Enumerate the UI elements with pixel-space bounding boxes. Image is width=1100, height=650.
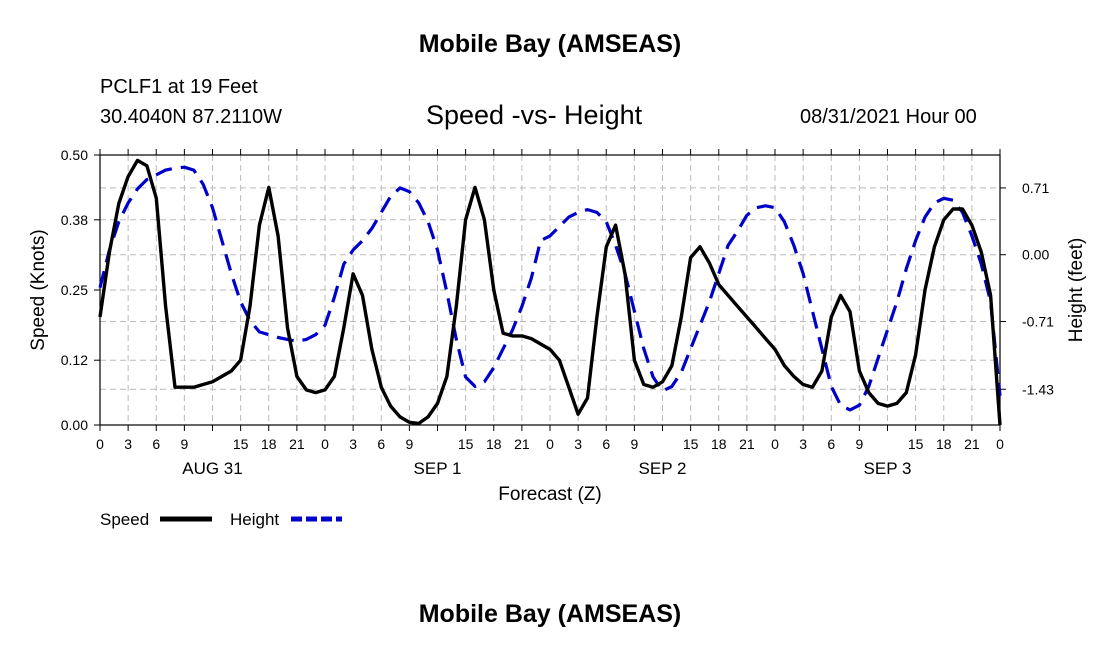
- x-tick-label: 15: [233, 436, 249, 452]
- y2-tick-label: -1.43: [1022, 381, 1054, 397]
- chart-title-bottom: Mobile Bay (AMSEAS): [418, 600, 682, 628]
- x-tick-label: 18: [261, 436, 277, 452]
- x-tick-label: 3: [574, 436, 582, 452]
- x-tick-label: 0: [546, 436, 554, 452]
- y-tick-label: 0.38: [61, 212, 88, 228]
- x-tick-label: 15: [908, 436, 924, 452]
- x-tick-label: 3: [349, 436, 357, 452]
- y-tick-label: 0.12: [61, 352, 88, 368]
- x-tick-label: 9: [855, 436, 863, 452]
- y-tick-label: 0.00: [61, 417, 88, 433]
- x-tick-label: 0: [996, 436, 1004, 452]
- y-tick-label: 0.50: [61, 147, 88, 163]
- x-day-label: SEP 1: [414, 459, 462, 478]
- y2-tick-label: 0.71: [1022, 180, 1049, 196]
- x-day-label: SEP 2: [639, 459, 687, 478]
- x-tick-label: 3: [799, 436, 807, 452]
- x-axis-title: Forecast (Z): [498, 484, 601, 505]
- x-tick-label: 21: [964, 436, 980, 452]
- chart-subtitle: Speed -vs- Height: [426, 100, 643, 130]
- y-axis-title: Speed (Knots): [28, 229, 49, 350]
- legend-label-speed: Speed: [100, 510, 149, 529]
- chart-title-top: Mobile Bay (AMSEAS): [418, 30, 682, 58]
- x-tick-label: 18: [486, 436, 502, 452]
- x-tick-label: 0: [321, 436, 329, 452]
- speed-series-line: [98, 158, 1002, 426]
- x-tick-label: 6: [602, 436, 610, 452]
- x-tick-label: 6: [152, 436, 160, 452]
- coordinates-label: 30.4040N 87.2110W: [100, 106, 282, 128]
- station-label: PCLF1 at 19 Feet: [100, 76, 258, 98]
- y2-tick-label: 0.00: [1022, 247, 1049, 263]
- x-tick-label: 9: [180, 436, 188, 452]
- height-series-line: [98, 165, 1002, 412]
- x-tick-label: 3: [124, 436, 132, 452]
- x-tick-label: 6: [827, 436, 835, 452]
- forecast-datetime: 08/31/2021 Hour 00: [800, 106, 977, 128]
- x-tick-label: 21: [514, 436, 530, 452]
- y2-tick-label: -0.71: [1022, 314, 1054, 330]
- x-tick-label: 9: [405, 436, 413, 452]
- x-tick-label: 6: [377, 436, 385, 452]
- x-tick-label: 21: [739, 436, 755, 452]
- x-day-label: AUG 31: [182, 459, 242, 478]
- x-tick-label: 9: [630, 436, 638, 452]
- x-tick-label: 18: [936, 436, 952, 452]
- x-tick-label: 18: [711, 436, 727, 452]
- x-tick-label: 15: [458, 436, 474, 452]
- x-tick-label: 21: [289, 436, 305, 452]
- x-day-label: SEP 3: [864, 459, 912, 478]
- x-tick-label: 15: [683, 436, 699, 452]
- legend-label-height: Height: [230, 510, 279, 529]
- x-tick-label: 0: [96, 436, 104, 452]
- y2-axis-title: Height (feet): [1066, 238, 1087, 343]
- y-tick-label: 0.25: [61, 282, 88, 298]
- x-tick-label: 0: [771, 436, 779, 452]
